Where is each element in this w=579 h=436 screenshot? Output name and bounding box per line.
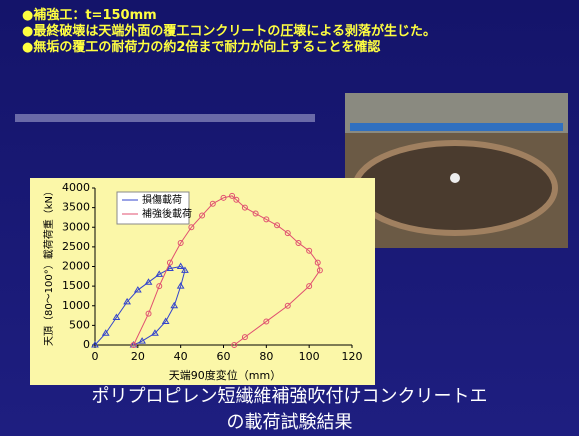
marker xyxy=(170,301,179,309)
marker xyxy=(138,337,147,344)
marker xyxy=(161,317,170,324)
marker xyxy=(176,262,185,269)
marker xyxy=(274,222,281,229)
y-tick-label: 4000 xyxy=(62,181,90,194)
marker xyxy=(176,282,185,289)
x-tick-label: 60 xyxy=(217,350,231,363)
y-tick-label: 1500 xyxy=(62,279,90,292)
marker xyxy=(252,210,259,217)
series-line xyxy=(133,195,321,346)
x-tick-label: 100 xyxy=(299,350,320,363)
y-tick-label: 0 xyxy=(83,338,90,351)
y-tick-label: 2500 xyxy=(62,240,90,253)
x-axis-label: 天端90度変位（mm） xyxy=(169,368,281,382)
marker xyxy=(284,230,291,237)
y-tick-label: 500 xyxy=(69,318,90,331)
marker xyxy=(188,224,195,231)
divider xyxy=(15,114,315,122)
x-tick-label: 20 xyxy=(131,350,145,363)
marker xyxy=(263,318,270,325)
marker xyxy=(151,329,159,336)
marker xyxy=(306,247,313,254)
marker xyxy=(306,283,313,290)
y-tick-label: 2000 xyxy=(62,260,90,273)
marker xyxy=(220,194,227,201)
x-tick-label: 80 xyxy=(259,350,273,363)
marker xyxy=(229,192,236,199)
marker xyxy=(241,334,248,341)
marker xyxy=(295,239,302,246)
marker xyxy=(123,297,132,305)
marker xyxy=(130,342,137,348)
marker xyxy=(166,259,173,266)
marker xyxy=(91,341,99,348)
marker xyxy=(177,239,184,246)
photo xyxy=(345,93,568,248)
marker xyxy=(231,342,238,348)
caption: ポリプロピレン短繊維補強吹付けコンクリートエ xyxy=(91,386,488,407)
marker xyxy=(314,259,321,266)
marker xyxy=(156,283,163,290)
x-tick-label: 40 xyxy=(174,350,188,363)
y-axis-label: 天頂（80～100°）載荷荷重（kN） xyxy=(42,186,55,346)
marker xyxy=(133,286,142,293)
marker xyxy=(101,329,110,336)
marker xyxy=(233,196,240,203)
y-tick-label: 3000 xyxy=(62,220,90,233)
legend-label: 損傷載荷 xyxy=(142,193,182,206)
marker xyxy=(263,216,270,223)
marker xyxy=(144,278,153,285)
legend-label: 補強後載荷 xyxy=(142,207,192,220)
marker xyxy=(284,302,291,309)
marker xyxy=(145,310,152,317)
marker xyxy=(112,313,121,321)
bullet: ●無垢の覆工の耐荷力の約2倍まで耐力が向上することを確認 xyxy=(22,40,381,55)
x-tick-label: 120 xyxy=(342,350,363,363)
marker xyxy=(241,204,248,211)
bullet: ●最終破壊は天端外面の覆工コンクリートの圧壊による剥落が生じた。 xyxy=(22,24,436,39)
marker xyxy=(316,267,323,274)
chart: 天頂（80～100°）載荷荷重（kN） 天端90度変位（mm） 05001000… xyxy=(30,178,375,385)
caption: の載荷試験結果 xyxy=(226,412,353,433)
series-line xyxy=(94,265,186,346)
marker xyxy=(166,264,174,271)
y-tick-label: 3500 xyxy=(62,201,90,214)
y-tick-label: 1000 xyxy=(62,299,90,312)
legend xyxy=(116,191,190,225)
bullet: ●補強工：t=150mm xyxy=(22,8,157,23)
marker xyxy=(199,212,206,219)
marker xyxy=(155,270,164,277)
marker xyxy=(181,266,189,273)
marker xyxy=(209,200,216,207)
x-tick-label: 0 xyxy=(92,350,99,363)
